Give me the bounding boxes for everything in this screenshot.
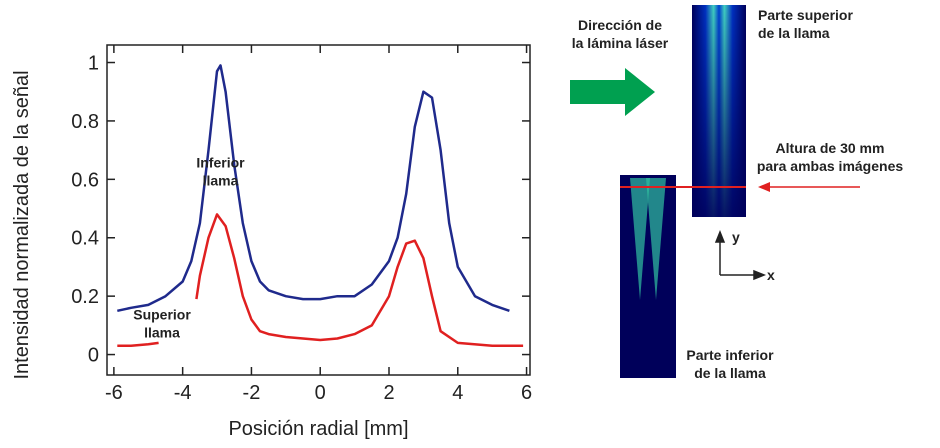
y-tick-label: 0.6 [71, 169, 99, 191]
data-line [117, 65, 509, 310]
x-tick-label: 6 [521, 382, 532, 404]
laser-arrow [570, 68, 655, 116]
annotation: llama [203, 173, 239, 189]
laser-direction: la lámina láser [572, 35, 669, 51]
x-tick-label: -4 [174, 382, 192, 404]
annotation: llama [144, 325, 180, 341]
x-tick-label: 0 [315, 382, 326, 404]
y-tick-label: 0.4 [71, 228, 99, 250]
annotation: Inferior [196, 155, 245, 171]
x-tick-label: -2 [243, 382, 261, 404]
bottom-image [620, 175, 676, 378]
x-tick-label: 2 [383, 382, 394, 404]
annotation: Superior [133, 307, 191, 323]
top-label: de la llama [758, 25, 830, 41]
height-label: Altura de 30 mm [776, 140, 885, 156]
top-image [692, 5, 746, 217]
y-tick-label: 0 [88, 345, 99, 367]
y-axis-label: Intensidad normalizada de la señal [11, 70, 33, 379]
axis-y-label: y [732, 229, 740, 245]
height-label: para ambas imágenes [757, 158, 904, 174]
x-tick-label: 4 [452, 382, 463, 404]
y-tick-label: 0.8 [71, 111, 99, 133]
bottom-label: Parte inferior [686, 347, 774, 363]
red-arrow [758, 182, 860, 192]
top-label: Parte superior [758, 7, 853, 23]
bottom-label: de la llama [694, 365, 766, 381]
y-tick-label: 1 [88, 53, 99, 75]
laser-direction: Dirección de [578, 17, 662, 33]
x-axis-label: Posición radial [mm] [228, 418, 408, 440]
x-tick-label: -6 [105, 382, 123, 404]
axes-icon [716, 232, 764, 279]
figure: y x -6 -4 -2 0 2 4 6 0 0.2 0.4 0.6 0.8 1 Posición rad… [0, 0, 940, 443]
axis-x-label: x [767, 267, 775, 283]
y-tick-label: 0.2 [71, 286, 99, 308]
